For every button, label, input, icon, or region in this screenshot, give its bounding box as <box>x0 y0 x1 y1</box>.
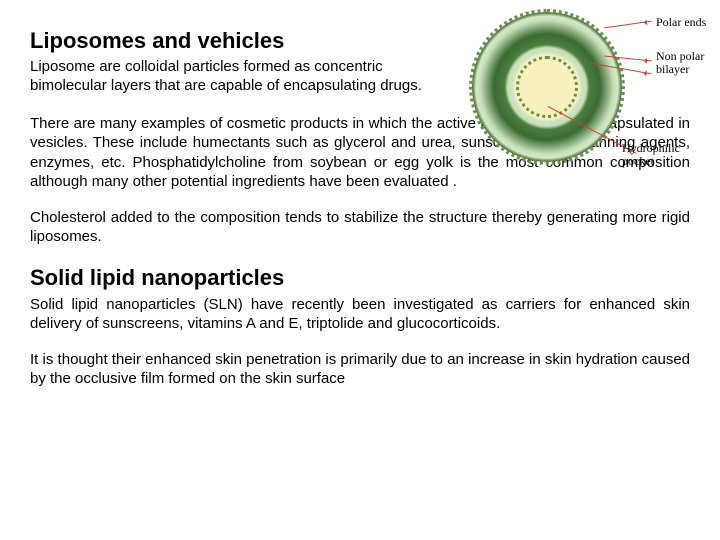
label-hydrophilic-pocket: Hydrophilic pocket <box>622 142 714 168</box>
liposome-diagram <box>472 12 622 162</box>
intro-liposomes: Liposome are colloidal particles formed … <box>30 58 425 96</box>
liposome-figure: Polar ends Non polar bilayer Hydrophilic… <box>444 10 714 170</box>
label-nonpolar-bilayer: Non polar bilayer <box>656 50 712 76</box>
para-sln-carriers: Solid lipid nanoparticles (SLN) have rec… <box>30 295 690 334</box>
label-polar-ends: Polar ends <box>656 16 706 29</box>
heading-sln: Solid lipid nanoparticles <box>30 265 690 291</box>
para-skin-penetration: It is thought their enhanced skin penetr… <box>30 350 690 389</box>
para-cholesterol: Cholesterol added to the composition ten… <box>30 208 690 247</box>
inner-heads <box>516 56 578 118</box>
